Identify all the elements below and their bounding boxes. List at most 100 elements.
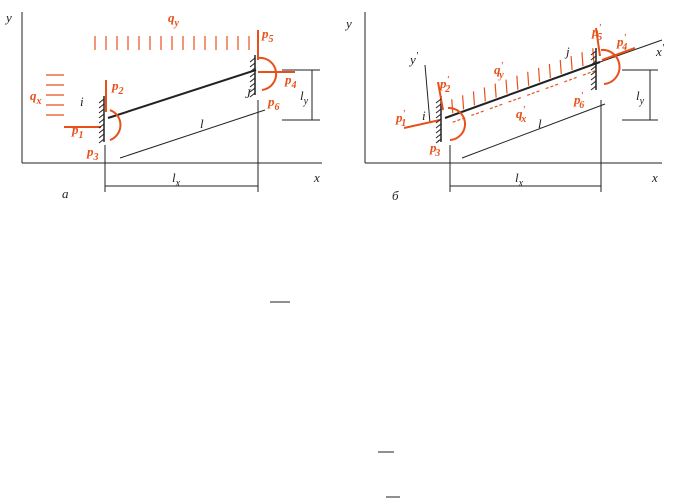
label: l	[200, 116, 204, 131]
label-base: x	[313, 170, 320, 185]
label-sup: '	[416, 51, 419, 62]
label: i	[80, 94, 84, 109]
label-base: p	[591, 24, 599, 39]
label-base: б	[392, 188, 399, 203]
label-base: a	[62, 186, 69, 201]
label-base: p	[86, 144, 94, 159]
label-base: l	[172, 170, 176, 185]
label-sub: 5	[269, 34, 274, 45]
label: p1	[71, 122, 84, 141]
label: lx	[515, 170, 524, 189]
label: p' 4	[616, 33, 627, 53]
panel-a-lines	[21, 12, 322, 192]
label-sub: 1	[401, 118, 406, 129]
label-base: J	[245, 86, 252, 101]
label: p' 5	[591, 23, 602, 43]
label-sub: x	[175, 178, 181, 189]
label-base: p	[111, 78, 119, 93]
label-sub: y	[639, 96, 645, 107]
label: a	[62, 186, 69, 201]
label-sup: '	[581, 91, 584, 102]
label-base: q	[30, 88, 37, 103]
label-base: p	[395, 110, 403, 125]
label: y	[4, 10, 12, 25]
loads	[46, 27, 636, 141]
label: p5	[261, 26, 274, 45]
label-sup: '	[447, 75, 450, 86]
label-sub: 2	[444, 84, 450, 95]
panel-b-lines	[270, 12, 663, 498]
label: p' 2	[439, 75, 450, 95]
label-base: i	[422, 108, 426, 123]
label-sub: x	[36, 96, 42, 107]
label-base: l	[538, 116, 542, 131]
label-sub: 6	[579, 100, 584, 111]
label-base: l	[200, 116, 204, 131]
label-sub: x	[520, 114, 526, 125]
label-base: l	[636, 88, 640, 103]
label: x	[313, 170, 320, 185]
label: p' 1	[395, 109, 406, 129]
label-base: p	[267, 94, 275, 109]
label-sup: '	[403, 109, 406, 120]
label-base: i	[80, 94, 84, 109]
label-sub: y	[498, 70, 504, 81]
label-sup: '	[599, 23, 602, 34]
label: i	[422, 108, 426, 123]
label-sub: 2	[118, 86, 124, 97]
label: p4	[284, 72, 297, 91]
label-base: y	[4, 10, 12, 25]
label: lx	[172, 170, 181, 189]
label-sub: x	[518, 178, 524, 189]
label-sub: 4	[621, 42, 627, 53]
label-base: x	[655, 44, 662, 59]
label-sub: 6	[275, 102, 280, 113]
label-sub: y	[174, 18, 180, 29]
label-sub: 3	[93, 152, 99, 163]
label: j	[564, 44, 570, 59]
hatching	[98, 50, 597, 144]
label-sub: 3	[434, 148, 440, 159]
label-base: p	[616, 34, 624, 49]
label-base: q	[516, 106, 523, 121]
label-base: x	[651, 170, 658, 185]
label-base: p	[71, 122, 79, 137]
label-sub: 5	[597, 32, 602, 43]
label: qy	[168, 10, 180, 29]
label: y	[344, 16, 352, 31]
label-sup: '	[437, 139, 440, 150]
label: p' 3	[429, 139, 440, 159]
label-sub: 1	[79, 130, 84, 141]
label-base: j	[564, 44, 570, 59]
label: ly	[636, 88, 645, 107]
label-base: q	[168, 10, 175, 25]
label-sup: '	[624, 33, 627, 44]
label: J	[245, 86, 252, 101]
label-base: y	[408, 52, 416, 67]
label-sup: '	[501, 61, 504, 72]
label-sup: '	[523, 105, 526, 116]
label: l	[538, 116, 542, 131]
label-sub: 4	[291, 80, 297, 91]
label: б	[392, 188, 399, 203]
label-base: y	[344, 16, 352, 31]
label: x	[651, 170, 658, 185]
label: qx	[30, 88, 42, 107]
label: y'	[408, 51, 419, 67]
label: p' 6	[573, 91, 584, 111]
label: q' x	[516, 105, 526, 125]
label: ly	[300, 88, 309, 107]
label: p6	[267, 94, 280, 113]
label-base: p	[429, 140, 437, 155]
label: p2	[111, 78, 124, 97]
label: x'	[655, 43, 665, 59]
label-base: p	[573, 92, 581, 107]
label-sub: y	[303, 96, 309, 107]
label-base: p	[261, 26, 269, 41]
label-base: l	[515, 170, 519, 185]
label-base: p	[284, 72, 292, 87]
label-sup: '	[662, 43, 665, 54]
label-base: p	[439, 76, 447, 91]
label: p3	[86, 144, 99, 163]
